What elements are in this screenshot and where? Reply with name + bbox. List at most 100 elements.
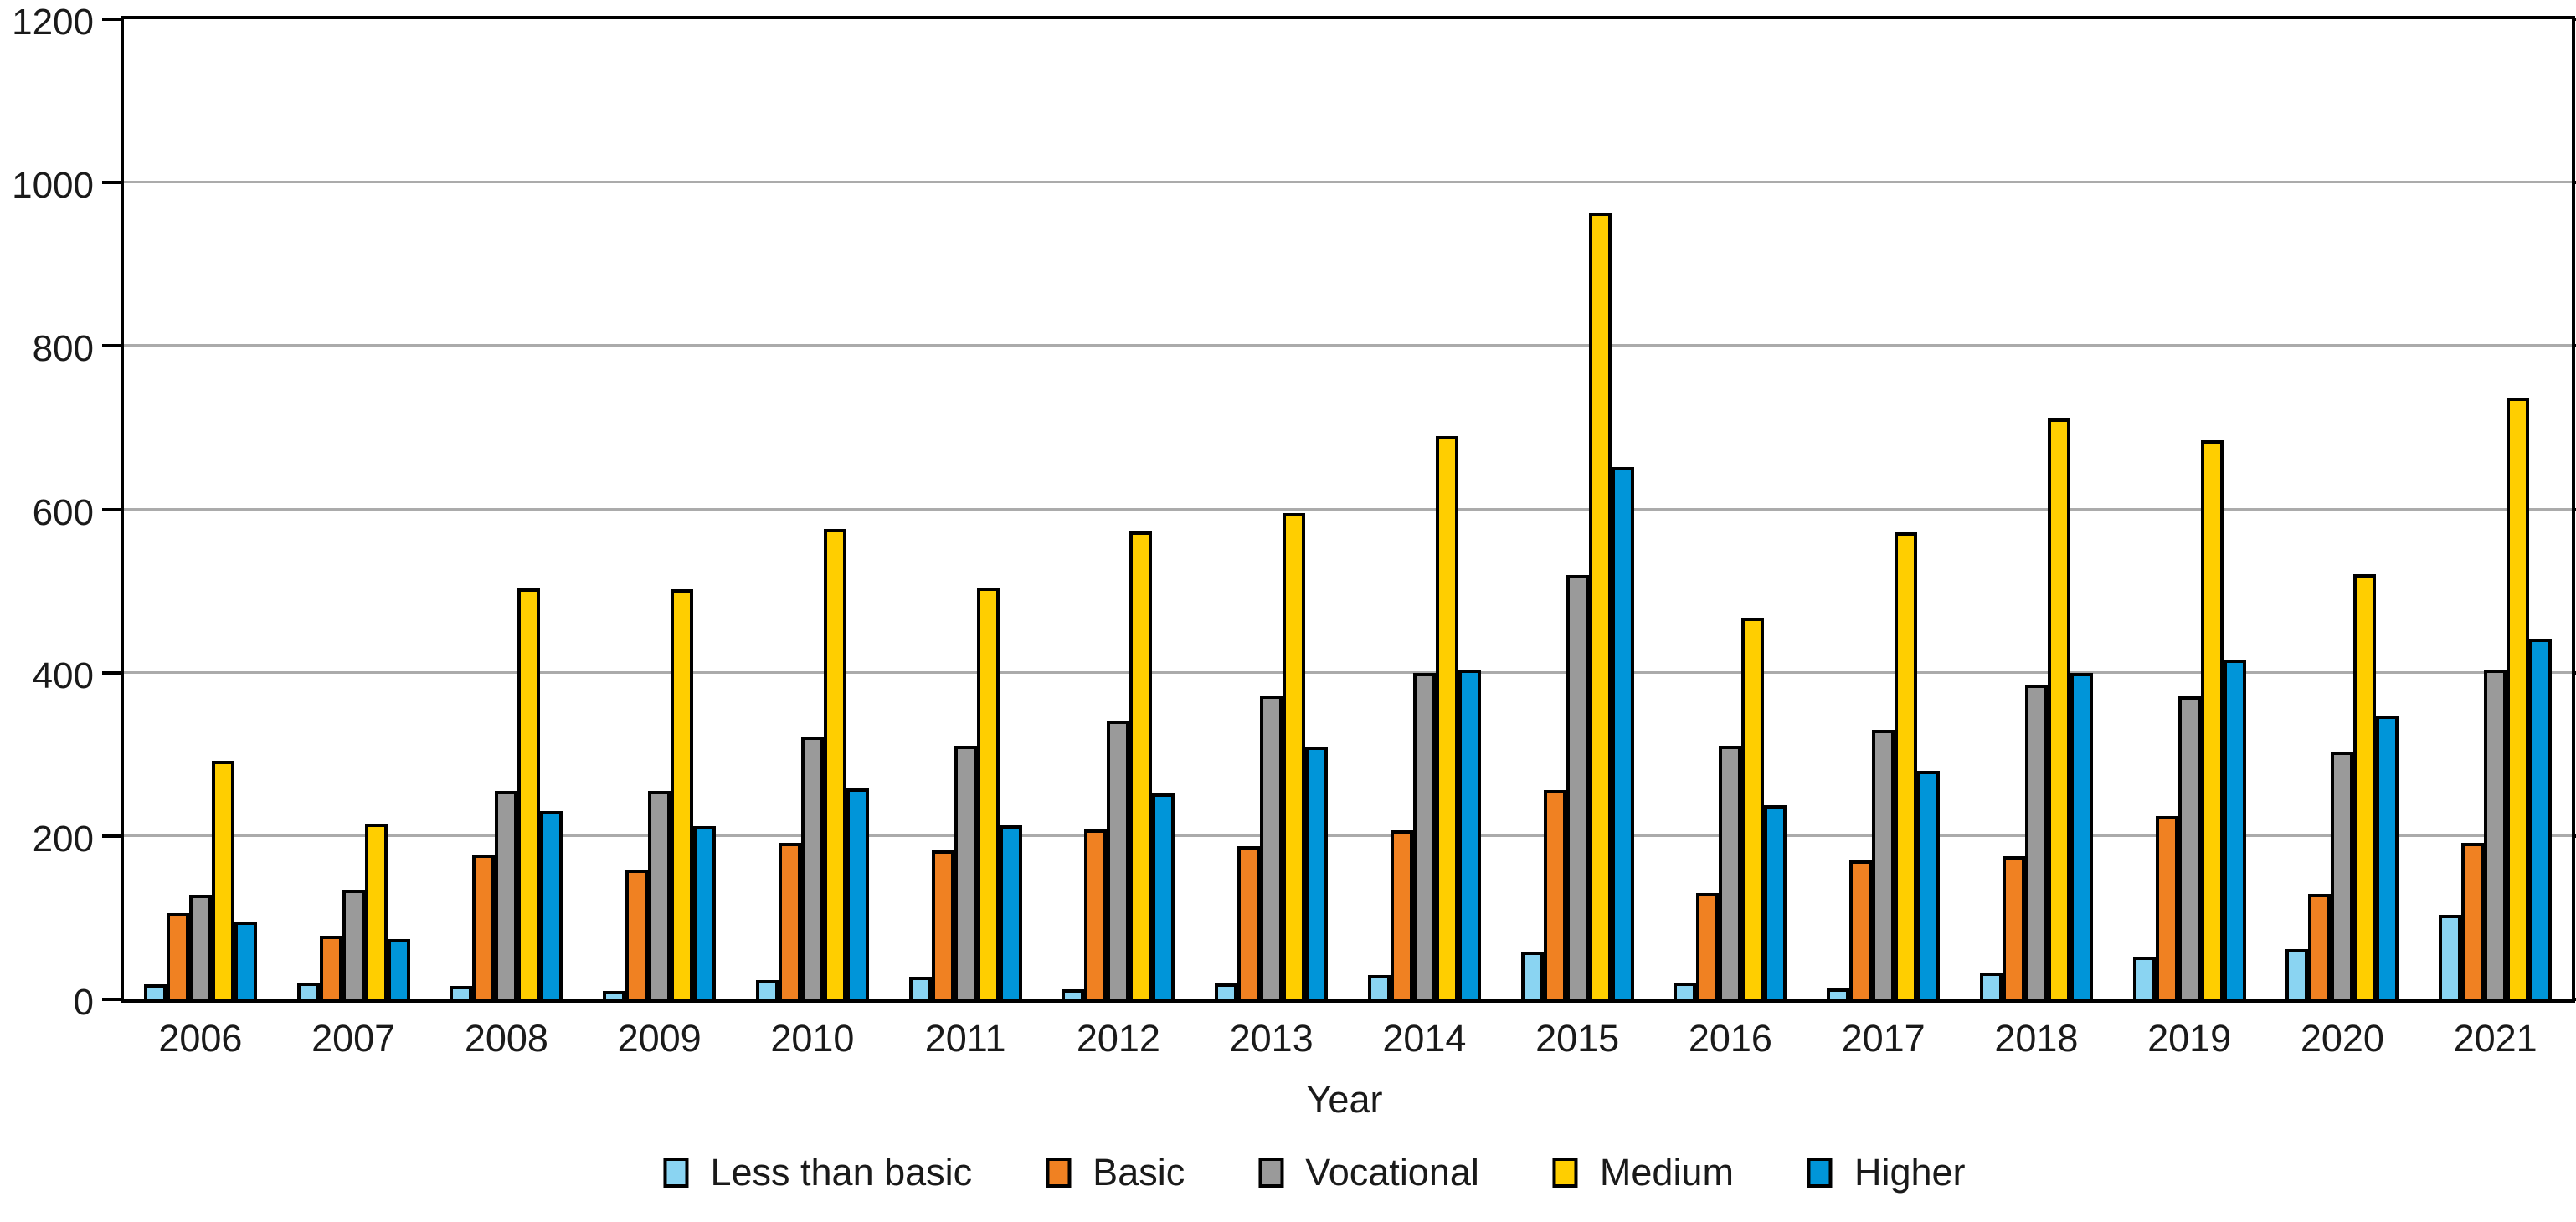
bar-group-2011 bbox=[889, 588, 1042, 999]
bar-2020-basic bbox=[2308, 894, 2332, 999]
bar-2013-basic bbox=[1237, 845, 1261, 999]
bar-2007-vocational bbox=[342, 890, 365, 999]
legend-swatch-icon bbox=[1807, 1157, 1833, 1188]
bar-2007-basic bbox=[319, 935, 342, 999]
bar-2020-medium bbox=[2353, 573, 2377, 999]
bar-2008-higher bbox=[540, 810, 563, 999]
legend-item-higher: Higher bbox=[1807, 1153, 1966, 1191]
bar-group-2021 bbox=[2419, 397, 2572, 999]
legend-swatch-icon bbox=[1046, 1157, 1072, 1188]
bar-2018-basic bbox=[2002, 856, 2025, 999]
y-tick-left-400 bbox=[102, 670, 121, 675]
bar-2012-medium bbox=[1129, 531, 1153, 999]
y-axis-label-1200: 1200 bbox=[12, 1, 94, 43]
bar-2021-medium bbox=[2507, 397, 2530, 999]
bar-2015-higher bbox=[1611, 466, 1634, 999]
bar-2010-less-than-basic bbox=[755, 979, 779, 999]
bar-2011-less-than-basic bbox=[908, 976, 932, 999]
x-axis-label-2017: 2017 bbox=[1841, 1017, 1926, 1060]
legend-swatch-icon bbox=[1552, 1157, 1578, 1188]
x-axis-label-2007: 2007 bbox=[311, 1017, 396, 1060]
bar-2007-medium bbox=[364, 824, 388, 999]
bar-2012-less-than-basic bbox=[1062, 989, 1085, 999]
bar-2006-vocational bbox=[188, 895, 212, 999]
x-axis-label-2016: 2016 bbox=[1688, 1017, 1772, 1060]
bar-2021-basic bbox=[2461, 842, 2485, 999]
x-axis-label-2008: 2008 bbox=[464, 1017, 548, 1060]
bar-2013-less-than-basic bbox=[1215, 983, 1238, 999]
bar-2021-vocational bbox=[2484, 669, 2507, 999]
bar-2011-vocational bbox=[954, 745, 977, 999]
bar-2020-vocational bbox=[2331, 752, 2354, 999]
bar-2014-higher bbox=[1458, 669, 1481, 999]
bar-2021-less-than-basic bbox=[2439, 914, 2462, 999]
x-axis-label-2020: 2020 bbox=[2300, 1017, 2384, 1060]
bar-2013-higher bbox=[1305, 746, 1329, 999]
bar-group-2006 bbox=[124, 761, 277, 999]
bar-2009-medium bbox=[671, 589, 694, 999]
x-axis-label-2012: 2012 bbox=[1076, 1017, 1160, 1060]
bar-2012-vocational bbox=[1107, 721, 1130, 999]
bar-group-2007 bbox=[277, 824, 430, 999]
bar-2016-higher bbox=[1764, 804, 1787, 999]
bar-2009-less-than-basic bbox=[603, 991, 626, 999]
bar-group-2017 bbox=[1807, 531, 1960, 999]
y-axis-label-600: 600 bbox=[32, 491, 94, 533]
bar-2016-vocational bbox=[1719, 745, 1742, 999]
bar-group-2009 bbox=[583, 589, 736, 999]
bar-2018-less-than-basic bbox=[1979, 972, 2003, 999]
bar-2008-medium bbox=[517, 588, 541, 999]
legend: Less than basic Basic Vocational Medium High… bbox=[663, 1151, 1966, 1194]
y-axis-label-0: 0 bbox=[73, 981, 94, 1023]
bar-group-2012 bbox=[1042, 531, 1195, 999]
x-axis-label-2009: 2009 bbox=[617, 1017, 702, 1060]
y-axis-label-800: 800 bbox=[32, 328, 94, 370]
bar-2013-medium bbox=[1283, 513, 1306, 999]
y-tick-left-1000 bbox=[102, 181, 121, 185]
legend-label: Less than basic bbox=[710, 1151, 973, 1194]
bar-2017-basic bbox=[1849, 860, 1873, 999]
bar-group-2018 bbox=[1960, 418, 2113, 999]
bar-2013-vocational bbox=[1260, 696, 1283, 999]
bar-2008-basic bbox=[472, 855, 496, 999]
y-tick-left-200 bbox=[102, 834, 121, 838]
y-tick-left-600 bbox=[102, 507, 121, 511]
bar-2007-less-than-basic bbox=[296, 983, 320, 999]
bar-2019-vocational bbox=[2178, 696, 2201, 999]
x-axis-title: Year bbox=[1306, 1078, 1383, 1121]
legend-item-medium: Medium bbox=[1552, 1151, 1734, 1194]
y-axis-label-1000: 1000 bbox=[12, 164, 94, 206]
y-axis-label-400: 400 bbox=[32, 655, 94, 696]
bar-group-2019 bbox=[2113, 439, 2266, 999]
legend-label: Vocational bbox=[1305, 1151, 1479, 1194]
y-tick-left-1200 bbox=[102, 18, 121, 21]
bar-2011-medium bbox=[976, 588, 1000, 999]
bar-2019-basic bbox=[2155, 816, 2178, 999]
x-axis-label-2019: 2019 bbox=[2147, 1017, 2232, 1060]
x-axis-label-2015: 2015 bbox=[1535, 1017, 1620, 1060]
bar-2019-higher bbox=[2223, 660, 2246, 999]
x-axis-label-2018: 2018 bbox=[1994, 1017, 2079, 1060]
y-tick-left-800 bbox=[102, 344, 121, 348]
bar-2006-medium bbox=[211, 761, 234, 999]
bar-group-2013 bbox=[1195, 513, 1348, 999]
bar-2021-higher bbox=[2529, 638, 2553, 999]
bar-2012-basic bbox=[1084, 829, 1108, 999]
legend-swatch-icon bbox=[663, 1157, 689, 1188]
gridline-800 bbox=[124, 344, 2572, 347]
bar-2014-less-than-basic bbox=[1367, 974, 1391, 999]
bar-2006-higher bbox=[234, 922, 257, 999]
bar-2010-medium bbox=[823, 528, 846, 999]
bar-2006-basic bbox=[166, 912, 189, 999]
gridline-600 bbox=[124, 507, 2572, 511]
bar-2016-less-than-basic bbox=[1674, 982, 1697, 999]
bar-2017-less-than-basic bbox=[1827, 988, 1850, 999]
legend-label: Medium bbox=[1599, 1151, 1734, 1194]
x-axis-label-2014: 2014 bbox=[1382, 1017, 1467, 1060]
legend-label: Higher bbox=[1854, 1151, 1966, 1194]
bar-2018-medium bbox=[2047, 418, 2070, 999]
bar-2009-higher bbox=[693, 826, 717, 999]
gridline-400 bbox=[124, 670, 2572, 674]
bar-group-2008 bbox=[430, 588, 584, 999]
